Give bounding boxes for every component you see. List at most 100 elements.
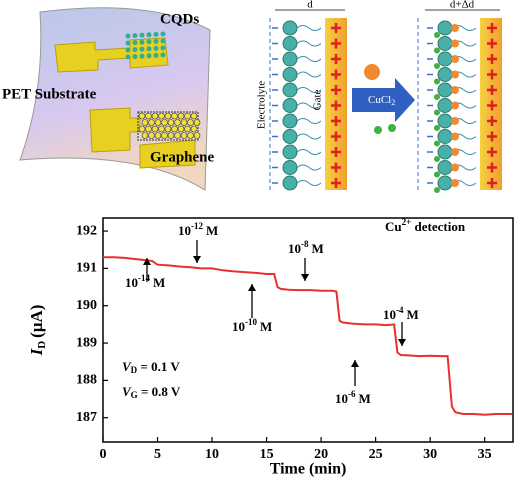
tail xyxy=(296,71,322,78)
annotation-unit: M xyxy=(312,241,324,256)
annotation: 10-12 M xyxy=(178,221,218,238)
sphere xyxy=(282,160,298,175)
note: Cu2+ detection xyxy=(385,217,466,234)
cl-ion xyxy=(434,156,440,162)
graphene-cell xyxy=(171,112,178,120)
plus xyxy=(331,116,341,126)
plus xyxy=(487,100,497,111)
cu-ion xyxy=(451,117,459,125)
graphene-cell xyxy=(151,112,159,120)
graphene-cell xyxy=(180,132,188,139)
plus xyxy=(487,54,497,64)
tail xyxy=(296,180,322,186)
graphene-cell xyxy=(177,125,185,133)
graphene-cell xyxy=(174,119,181,126)
plus xyxy=(331,69,341,80)
cl-ion xyxy=(434,125,440,131)
plus xyxy=(331,162,341,173)
cqd-dot xyxy=(139,32,145,38)
cqd-dot xyxy=(125,54,131,60)
label-electrolyte: Electrolyte xyxy=(256,81,268,129)
annotation-sup: -8 xyxy=(301,239,309,249)
graphene-cell xyxy=(164,112,172,120)
note-main: Cu xyxy=(385,219,402,234)
annotation-sup: -6 xyxy=(348,389,356,399)
annotation: 10-4 M xyxy=(383,305,419,322)
sphere xyxy=(437,113,453,129)
arrow-head xyxy=(193,256,201,263)
cl-ion xyxy=(434,78,440,85)
annotation-base: 10 xyxy=(288,241,301,256)
plus xyxy=(487,131,497,142)
label-gate: Gate xyxy=(312,90,324,111)
sphere xyxy=(282,98,298,113)
sphere xyxy=(437,98,453,113)
graphene-cell xyxy=(154,132,162,139)
cqd-dot xyxy=(153,45,159,51)
graphene-cell xyxy=(145,125,152,133)
cqd-dot xyxy=(125,40,131,46)
cl-ion xyxy=(388,124,396,132)
graphene-cell xyxy=(187,132,194,139)
annotation-unit: M xyxy=(153,275,165,290)
electrode xyxy=(54,37,169,73)
sphere xyxy=(282,82,298,98)
annotation: 10-6 M xyxy=(335,389,371,406)
cl-ion xyxy=(434,63,440,69)
x-tick-label: 5 xyxy=(154,447,161,462)
note-sup: 2+ xyxy=(402,217,412,227)
cu-ion xyxy=(451,163,459,172)
sphere xyxy=(437,36,453,51)
annotation-unit: M xyxy=(359,391,371,406)
x-tick-label: 35 xyxy=(478,447,492,462)
graphene-cell xyxy=(138,125,146,133)
cond-rest: = 0.1 V xyxy=(137,359,180,374)
tail xyxy=(296,40,322,47)
graphene-cell xyxy=(171,125,178,133)
plus xyxy=(331,54,341,64)
plus xyxy=(487,38,497,49)
cqd-dot xyxy=(146,46,152,52)
plus xyxy=(331,100,341,111)
sphere xyxy=(437,51,453,67)
graphene-cell xyxy=(174,132,181,139)
plus xyxy=(487,85,497,95)
tail xyxy=(296,118,322,124)
cl-ion xyxy=(434,32,440,38)
tail xyxy=(296,87,322,93)
y-axis-label: ID (μA) xyxy=(27,305,48,357)
cu-ion xyxy=(364,64,380,80)
annotation-unit: M xyxy=(407,307,419,322)
tail xyxy=(296,164,322,171)
sphere xyxy=(437,20,453,36)
graphene-cell xyxy=(184,112,191,120)
graphene-cell xyxy=(151,125,159,133)
plus xyxy=(487,147,497,157)
x-tick-label: 30 xyxy=(423,447,437,462)
cl-ion xyxy=(434,109,440,116)
tail xyxy=(296,25,322,31)
graphene-cell xyxy=(145,112,152,120)
salt: CuCl xyxy=(368,94,391,106)
graphene-cell xyxy=(154,119,162,126)
note-rest: detection xyxy=(411,219,466,234)
graphene-cell xyxy=(167,119,175,126)
cl-ion xyxy=(434,171,440,178)
graphene-cell xyxy=(187,119,194,126)
sphere xyxy=(282,175,298,191)
y-tick-label: 188 xyxy=(76,373,97,388)
graphene-cell xyxy=(164,125,172,133)
graphene-cell xyxy=(161,119,168,126)
cqd-dot xyxy=(153,52,159,58)
x-tick-label: 15 xyxy=(260,447,274,462)
plus xyxy=(331,178,341,188)
cl-ion xyxy=(434,94,440,100)
plus xyxy=(487,116,497,126)
graphene-cell xyxy=(148,132,155,139)
cu-ion xyxy=(451,55,459,63)
graphene-cell xyxy=(190,125,198,133)
annotation-sup: -12 xyxy=(191,221,203,231)
graphene-cell xyxy=(193,132,201,139)
cqd-dot xyxy=(153,31,159,37)
label-cqds: CQDs xyxy=(160,11,199,27)
